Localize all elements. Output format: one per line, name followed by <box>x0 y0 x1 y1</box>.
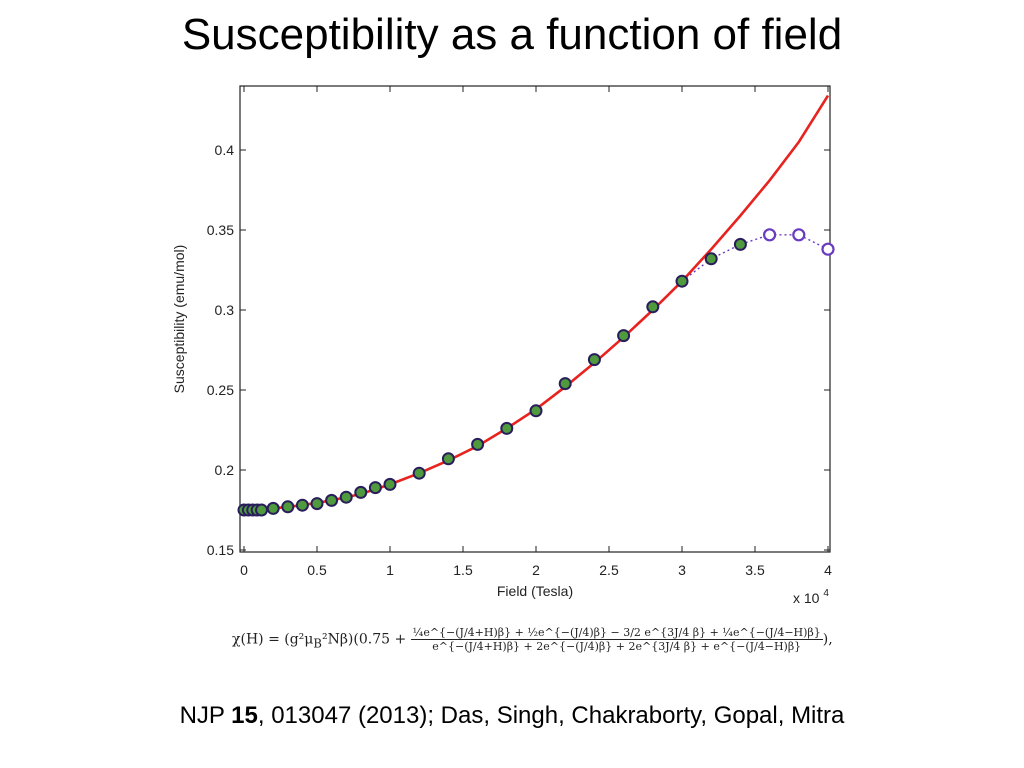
chi-formula: χ(H) = (g²μB²Nβ)(0.75 + ¼e^{−(J/4+H)β} +… <box>232 626 833 678</box>
ticks-layer: 0 0.5 1 1.5 2 2.5 3 3.5 4 0.15 0.2 0.25 0.3 0.35 0.4 <box>207 86 832 578</box>
data-point-open <box>762 228 777 242</box>
data-point-filled <box>310 497 324 511</box>
y-axis-label: Susceptibility (emu/mol) <box>171 245 187 394</box>
citation-prefix: NJP <box>179 702 232 729</box>
formula-mid: ²Nβ)(0.75 + <box>321 631 407 648</box>
data-point-open <box>792 228 806 242</box>
y-tick-label: 0.2 <box>215 462 235 478</box>
data-point-filled <box>441 452 455 466</box>
x-multiplier-base: x 10 <box>793 590 820 606</box>
data-point-filled <box>471 437 485 451</box>
data-point-filled <box>281 500 295 514</box>
y-tick-label: 0.15 <box>207 542 234 558</box>
y-tick-label: 0.4 <box>215 142 235 158</box>
x-tick-label: 1 <box>386 562 394 578</box>
data-point-filled <box>500 421 514 435</box>
formula-sub-b: B <box>313 636 322 651</box>
x-tick-label: 3 <box>678 562 686 578</box>
data-point-open <box>821 242 835 256</box>
data-point-filled <box>529 404 543 418</box>
data-point-filled <box>646 300 660 314</box>
x-axis-label: Field (Tesla) <box>497 583 573 599</box>
data-point-filled <box>266 501 280 515</box>
slide-title: Susceptibility as a function of field <box>181 10 843 59</box>
points-layer <box>237 228 835 517</box>
x-tick-label: 4 <box>824 562 832 578</box>
data-point-filled <box>412 466 426 480</box>
data-point-filled <box>368 481 382 495</box>
x-multiplier: x 10 4 <box>793 588 829 606</box>
data-point-filled <box>325 493 339 507</box>
x-tick-label: 2.5 <box>599 562 619 578</box>
data-point-filled <box>295 498 309 512</box>
y-tick-label: 0.3 <box>215 302 235 318</box>
data-point-filled <box>587 353 601 367</box>
formula-tail: ), <box>822 631 833 648</box>
data-point-filled <box>704 252 718 266</box>
x-tick-label: 1.5 <box>453 562 473 578</box>
x-tick-label: 0 <box>240 562 248 578</box>
fit-curve <box>243 94 830 512</box>
plot-frame <box>239 85 831 553</box>
data-point-filled <box>339 490 353 504</box>
data-point-filled <box>617 329 631 343</box>
data-point-filled <box>255 503 269 517</box>
formula-fraction: ¼e^{−(J/4+H)β} + ½e^{−(J/4)β} − 3/2 e^{3… <box>410 626 823 653</box>
citation-suffix: , 013047 (2013); Das, Singh, Chakraborty… <box>257 702 845 729</box>
formula-numerator: ¼e^{−(J/4+H)β} + ½e^{−(J/4)β} − 3/2 e^{3… <box>410 626 823 640</box>
x-multiplier-exp: 4 <box>823 588 829 599</box>
formula-lhs: χ(H) = (g²μ <box>232 631 314 648</box>
curve-layer <box>243 94 830 512</box>
data-point-filled <box>354 485 368 499</box>
data-point-filled <box>558 377 572 391</box>
y-tick-label: 0.25 <box>207 382 234 398</box>
citation-volume: 15 <box>231 702 258 729</box>
y-tick-label: 0.35 <box>207 222 234 238</box>
x-tick-label: 2 <box>532 562 540 578</box>
data-point-filled <box>675 274 689 288</box>
data-point-filled <box>733 237 747 251</box>
citation: NJP 15, 013047 (2013); Das, Singh, Chakr… <box>0 702 1024 730</box>
formula-denominator: e^{−(J/4+H)β} + 2e^{−(J/4)β} + 2e^{3J/4 … <box>432 640 802 653</box>
x-tick-label: 3.5 <box>745 562 765 578</box>
x-tick-label: 0.5 <box>307 562 327 578</box>
data-point-filled <box>383 477 397 491</box>
